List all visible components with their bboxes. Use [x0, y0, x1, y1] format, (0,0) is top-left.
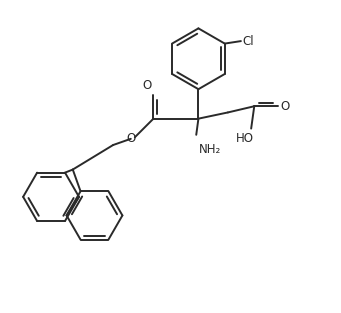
Text: O: O	[127, 132, 136, 145]
Text: NH₂: NH₂	[198, 143, 221, 156]
Text: HO: HO	[236, 132, 254, 145]
Text: O: O	[280, 100, 289, 113]
Text: O: O	[142, 79, 151, 92]
Text: Cl: Cl	[242, 35, 254, 48]
